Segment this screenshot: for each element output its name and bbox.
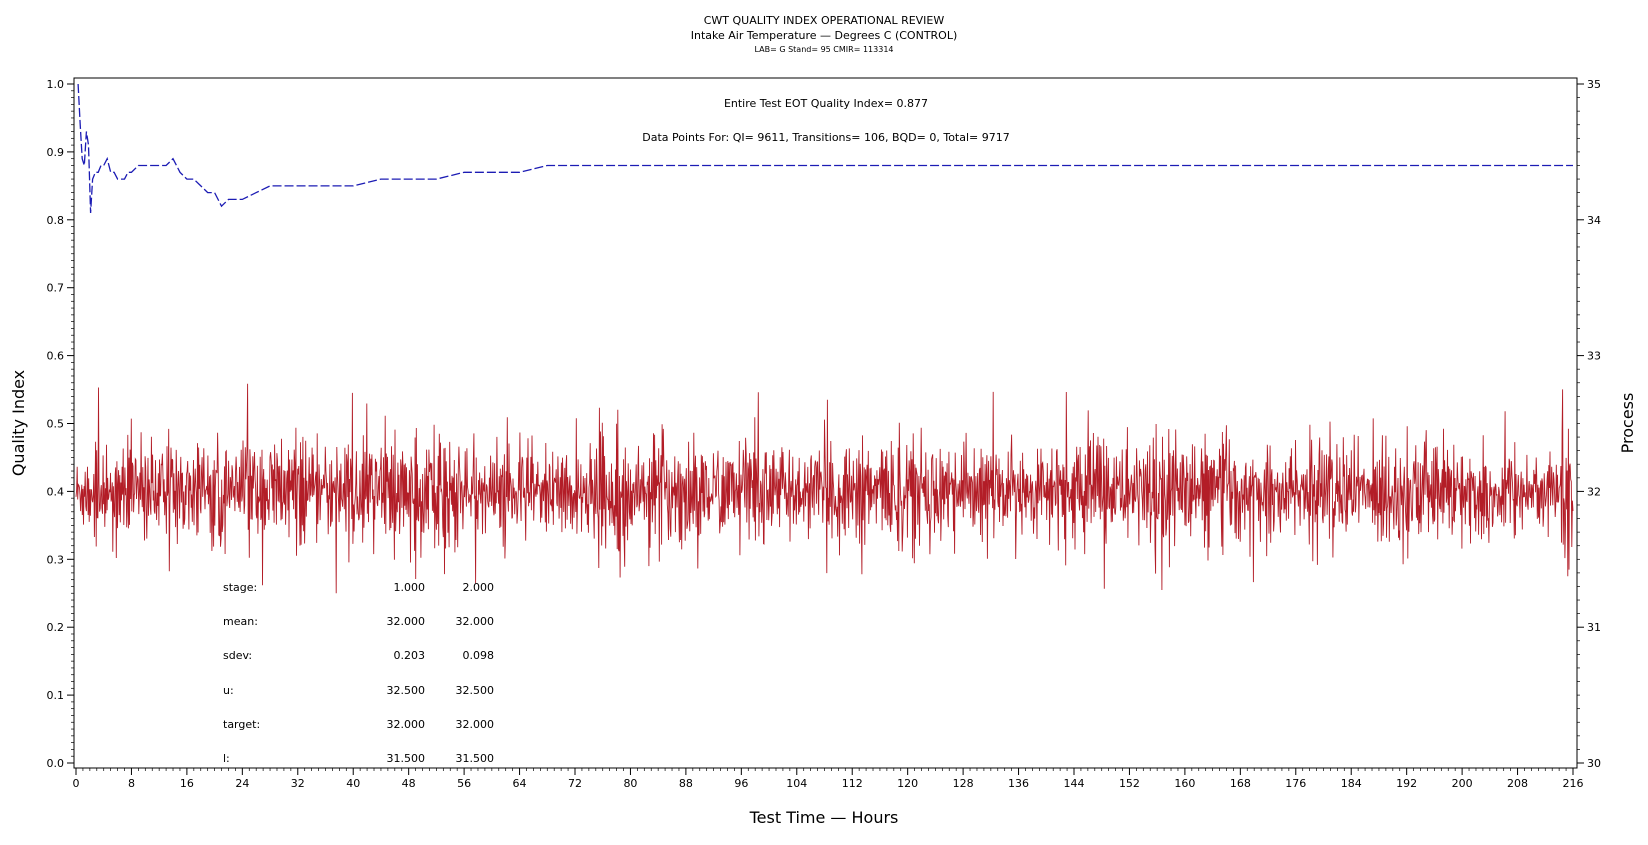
qi-line-group: [77, 83, 1573, 214]
data-points-annotation: Data Points For: QI= 9611, Transitions= …: [642, 131, 1010, 144]
x-tick-label: 128: [953, 777, 974, 790]
eot-quality-annotation: Entire Test EOT Quality Index= 0.877: [724, 97, 928, 110]
x-axis-label: Test Time — Hours: [749, 808, 899, 827]
y2-tick-label: 34: [1587, 214, 1601, 227]
stat-stage2-value: 32.000: [456, 718, 495, 731]
x-tick-label: 80: [623, 777, 637, 790]
x-tick-label: 40: [346, 777, 360, 790]
chart-subtitle: Intake Air Temperature — Degrees C (CONT…: [691, 29, 958, 42]
x-tick-label: 160: [1174, 777, 1195, 790]
y2-tick-label: 35: [1587, 78, 1601, 91]
y2-tick-label: 33: [1587, 350, 1601, 363]
chart-subtitle-2: LAB= G Stand= 95 CMIR= 113314: [754, 45, 893, 54]
stat-stage1-value: 32.500: [387, 684, 426, 697]
plot-frame: [73, 77, 1578, 769]
y-axis-label: Quality Index: [9, 370, 28, 476]
stat-label: mean:: [223, 615, 258, 628]
x-tick-label: 136: [1008, 777, 1029, 790]
x-tick-label: 208: [1507, 777, 1528, 790]
y2-tick-label: 31: [1587, 621, 1601, 634]
stat-stage1-value: 31.500: [387, 752, 426, 765]
quality-index-line: [77, 83, 1573, 214]
stat-stage1-value: 32.000: [387, 615, 426, 628]
x-tick-label: 184: [1341, 777, 1362, 790]
x-tick-label: 120: [897, 777, 918, 790]
stat-stage2-value: 2.000: [463, 581, 495, 594]
y2-axis-label: Process: [1618, 393, 1637, 454]
y-axis-left: 0.0 0.1 0.2 0.3 0.4 0.5 0.6 0.7 0.8 0.9 1.0: [47, 78, 74, 770]
x-tick-label: 168: [1230, 777, 1251, 790]
x-tick-label: 104: [786, 777, 807, 790]
x-tick-label: 72: [568, 777, 582, 790]
stat-label: target:: [223, 718, 260, 731]
chart-title: CWT QUALITY INDEX OPERATIONAL REVIEW: [704, 14, 945, 27]
y-tick-label: 0.5: [47, 418, 65, 431]
y-tick-label: 0.6: [47, 350, 65, 363]
x-tick-label: 176: [1285, 777, 1306, 790]
y-axis-right: 30 31 32 33 34 35: [1577, 78, 1601, 770]
stat-label: l:: [223, 752, 230, 765]
stat-label: sdev:: [223, 649, 252, 662]
x-tick-label: 8: [128, 777, 135, 790]
x-tick-label: 24: [235, 777, 249, 790]
x-tick-label: 88: [679, 777, 693, 790]
stat-stage2-value: 0.098: [463, 649, 495, 662]
y-tick-label: 0.3: [47, 553, 65, 566]
x-tick-label: 96: [734, 777, 748, 790]
y2-tick-label: 32: [1587, 485, 1601, 498]
process-trace: [75, 383, 1574, 594]
x-tick-label: 0: [73, 777, 80, 790]
x-tick-label: 112: [842, 777, 863, 790]
y-tick-label: 0.1: [47, 689, 65, 702]
x-tick-label: 152: [1119, 777, 1140, 790]
x-tick-label: 64: [513, 777, 527, 790]
x-tick-label: 56: [457, 777, 471, 790]
y-tick-label: 0.7: [47, 282, 65, 295]
x-tick-label: 16: [180, 777, 194, 790]
x-tick-label: 48: [402, 777, 416, 790]
process-series-line: [75, 383, 1574, 594]
stats-table: stage: mean: sdev: u: target: l: 1.000 3…: [223, 581, 494, 765]
stat-stage1-value: 1.000: [394, 581, 426, 594]
stat-stage1-value: 0.203: [394, 649, 426, 662]
stat-stage2-value: 32.500: [456, 684, 495, 697]
y-tick-label: 0.0: [47, 757, 65, 770]
stat-stage1-value: 32.000: [387, 718, 426, 731]
x-tick-label: 216: [1563, 777, 1584, 790]
y-tick-label: 0.8: [47, 214, 65, 227]
stat-stage2-value: 32.000: [456, 615, 495, 628]
stat-label: stage:: [223, 581, 257, 594]
x-tick-label: 32: [291, 777, 305, 790]
x-tick-label: 144: [1064, 777, 1085, 790]
y-tick-label: 0.4: [47, 485, 65, 498]
x-tick-label: 192: [1396, 777, 1417, 790]
y-tick-label: 0.2: [47, 621, 65, 634]
y-tick-label: 0.9: [47, 146, 65, 159]
y2-tick-label: 30: [1587, 757, 1601, 770]
stat-stage2-value: 31.500: [456, 752, 495, 765]
x-axis: 0 8 16 24 32 40 48 56 64 72 80 88 96 104 112 120 128 136 1…: [73, 768, 1584, 790]
stat-label: u:: [223, 684, 234, 697]
x-tick-label: 200: [1452, 777, 1473, 790]
y-tick-label: 1.0: [47, 78, 65, 91]
